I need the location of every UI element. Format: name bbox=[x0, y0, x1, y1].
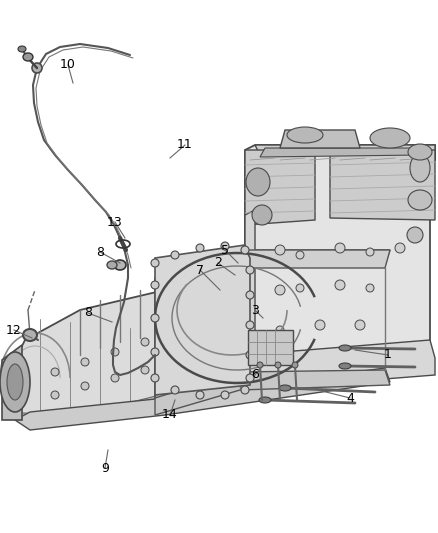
Ellipse shape bbox=[395, 243, 405, 253]
Ellipse shape bbox=[32, 63, 42, 73]
Ellipse shape bbox=[81, 358, 89, 366]
Ellipse shape bbox=[370, 128, 410, 148]
Text: 13: 13 bbox=[107, 215, 123, 229]
Text: 8: 8 bbox=[84, 306, 92, 319]
Text: 7: 7 bbox=[196, 263, 204, 277]
Polygon shape bbox=[5, 290, 165, 418]
Text: 6: 6 bbox=[251, 368, 259, 382]
Polygon shape bbox=[155, 278, 165, 398]
Polygon shape bbox=[160, 250, 390, 295]
Ellipse shape bbox=[366, 248, 374, 256]
Ellipse shape bbox=[279, 385, 291, 391]
Ellipse shape bbox=[151, 314, 159, 322]
Ellipse shape bbox=[51, 391, 59, 399]
Polygon shape bbox=[245, 150, 315, 225]
Ellipse shape bbox=[275, 362, 281, 368]
Ellipse shape bbox=[339, 345, 351, 351]
Ellipse shape bbox=[259, 397, 271, 403]
Ellipse shape bbox=[408, 144, 432, 160]
Ellipse shape bbox=[7, 364, 23, 400]
Ellipse shape bbox=[246, 266, 254, 274]
Ellipse shape bbox=[107, 261, 117, 269]
Ellipse shape bbox=[410, 154, 430, 182]
Ellipse shape bbox=[151, 348, 159, 356]
Ellipse shape bbox=[111, 374, 119, 382]
Ellipse shape bbox=[276, 326, 284, 334]
Ellipse shape bbox=[171, 386, 179, 394]
Ellipse shape bbox=[366, 284, 374, 292]
Text: 5: 5 bbox=[221, 244, 229, 256]
Polygon shape bbox=[245, 340, 435, 390]
Text: 9: 9 bbox=[101, 462, 109, 474]
Ellipse shape bbox=[292, 362, 298, 368]
Ellipse shape bbox=[141, 338, 149, 346]
Ellipse shape bbox=[51, 368, 59, 376]
Ellipse shape bbox=[81, 382, 89, 390]
Text: 4: 4 bbox=[346, 392, 354, 405]
Polygon shape bbox=[245, 210, 255, 370]
Ellipse shape bbox=[141, 366, 149, 374]
Ellipse shape bbox=[111, 348, 119, 356]
Ellipse shape bbox=[335, 280, 345, 290]
Ellipse shape bbox=[252, 205, 272, 225]
Polygon shape bbox=[280, 130, 360, 148]
Ellipse shape bbox=[151, 259, 159, 267]
Ellipse shape bbox=[408, 190, 432, 210]
Ellipse shape bbox=[18, 46, 26, 52]
Ellipse shape bbox=[339, 363, 351, 369]
Ellipse shape bbox=[275, 285, 285, 295]
Ellipse shape bbox=[246, 374, 254, 382]
Polygon shape bbox=[255, 145, 435, 160]
Text: 1: 1 bbox=[384, 349, 392, 361]
Ellipse shape bbox=[246, 351, 254, 359]
Ellipse shape bbox=[407, 227, 423, 243]
Ellipse shape bbox=[23, 329, 37, 341]
Ellipse shape bbox=[221, 391, 229, 399]
Polygon shape bbox=[330, 150, 435, 220]
Ellipse shape bbox=[246, 321, 254, 329]
Polygon shape bbox=[155, 245, 250, 395]
Ellipse shape bbox=[296, 251, 304, 259]
Polygon shape bbox=[155, 370, 390, 415]
Ellipse shape bbox=[114, 260, 126, 270]
Text: 8: 8 bbox=[96, 246, 104, 259]
Polygon shape bbox=[5, 355, 390, 420]
Ellipse shape bbox=[355, 320, 365, 330]
Text: 14: 14 bbox=[162, 408, 178, 422]
Ellipse shape bbox=[315, 320, 325, 330]
Ellipse shape bbox=[171, 251, 179, 259]
Ellipse shape bbox=[287, 127, 323, 143]
Text: 11: 11 bbox=[177, 139, 193, 151]
Ellipse shape bbox=[151, 281, 159, 289]
Ellipse shape bbox=[296, 284, 304, 292]
Polygon shape bbox=[248, 330, 293, 365]
Polygon shape bbox=[15, 368, 390, 430]
Ellipse shape bbox=[23, 53, 33, 61]
Ellipse shape bbox=[335, 243, 345, 253]
Polygon shape bbox=[155, 250, 390, 295]
Ellipse shape bbox=[0, 352, 30, 412]
Text: 2: 2 bbox=[214, 256, 222, 270]
Ellipse shape bbox=[196, 244, 204, 252]
Ellipse shape bbox=[257, 362, 263, 368]
Polygon shape bbox=[245, 145, 435, 370]
Text: 3: 3 bbox=[251, 303, 259, 317]
Ellipse shape bbox=[196, 391, 204, 399]
Ellipse shape bbox=[246, 291, 254, 299]
Ellipse shape bbox=[246, 168, 270, 196]
Ellipse shape bbox=[151, 374, 159, 382]
Ellipse shape bbox=[275, 245, 285, 255]
Ellipse shape bbox=[221, 242, 229, 250]
Text: 10: 10 bbox=[60, 59, 76, 71]
Polygon shape bbox=[2, 345, 22, 420]
Ellipse shape bbox=[241, 246, 249, 254]
Ellipse shape bbox=[241, 386, 249, 394]
Text: 12: 12 bbox=[6, 324, 22, 336]
Polygon shape bbox=[260, 148, 420, 157]
